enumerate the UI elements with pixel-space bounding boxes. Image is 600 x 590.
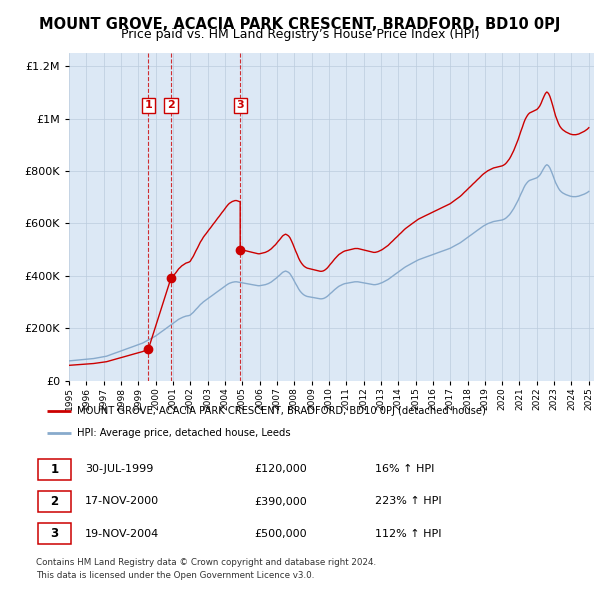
Text: 1: 1 [50,463,59,476]
FancyBboxPatch shape [38,459,71,480]
Text: 30-JUL-1999: 30-JUL-1999 [85,464,154,474]
Text: 3: 3 [236,100,244,110]
Text: 19-NOV-2004: 19-NOV-2004 [85,529,160,539]
Text: 3: 3 [50,527,59,540]
Text: £120,000: £120,000 [254,464,307,474]
Text: This data is licensed under the Open Government Licence v3.0.: This data is licensed under the Open Gov… [36,571,314,579]
Text: 2: 2 [167,100,175,110]
Text: Price paid vs. HM Land Registry’s House Price Index (HPI): Price paid vs. HM Land Registry’s House … [121,28,479,41]
Text: 112% ↑ HPI: 112% ↑ HPI [374,529,441,539]
Text: 16% ↑ HPI: 16% ↑ HPI [374,464,434,474]
Text: 1: 1 [145,100,152,110]
FancyBboxPatch shape [38,523,71,544]
Text: HPI: Average price, detached house, Leeds: HPI: Average price, detached house, Leed… [77,428,290,438]
Text: £500,000: £500,000 [254,529,307,539]
Text: MOUNT GROVE, ACACIA PARK CRESCENT, BRADFORD, BD10 0PJ: MOUNT GROVE, ACACIA PARK CRESCENT, BRADF… [40,17,560,31]
Text: 2: 2 [50,495,59,508]
Text: MOUNT GROVE, ACACIA PARK CRESCENT, BRADFORD, BD10 0PJ (detached house): MOUNT GROVE, ACACIA PARK CRESCENT, BRADF… [77,405,486,415]
Text: Contains HM Land Registry data © Crown copyright and database right 2024.: Contains HM Land Registry data © Crown c… [36,558,376,566]
Text: 223% ↑ HPI: 223% ↑ HPI [374,497,441,506]
FancyBboxPatch shape [38,491,71,512]
Text: 17-NOV-2000: 17-NOV-2000 [85,497,159,506]
Text: £390,000: £390,000 [254,497,307,506]
